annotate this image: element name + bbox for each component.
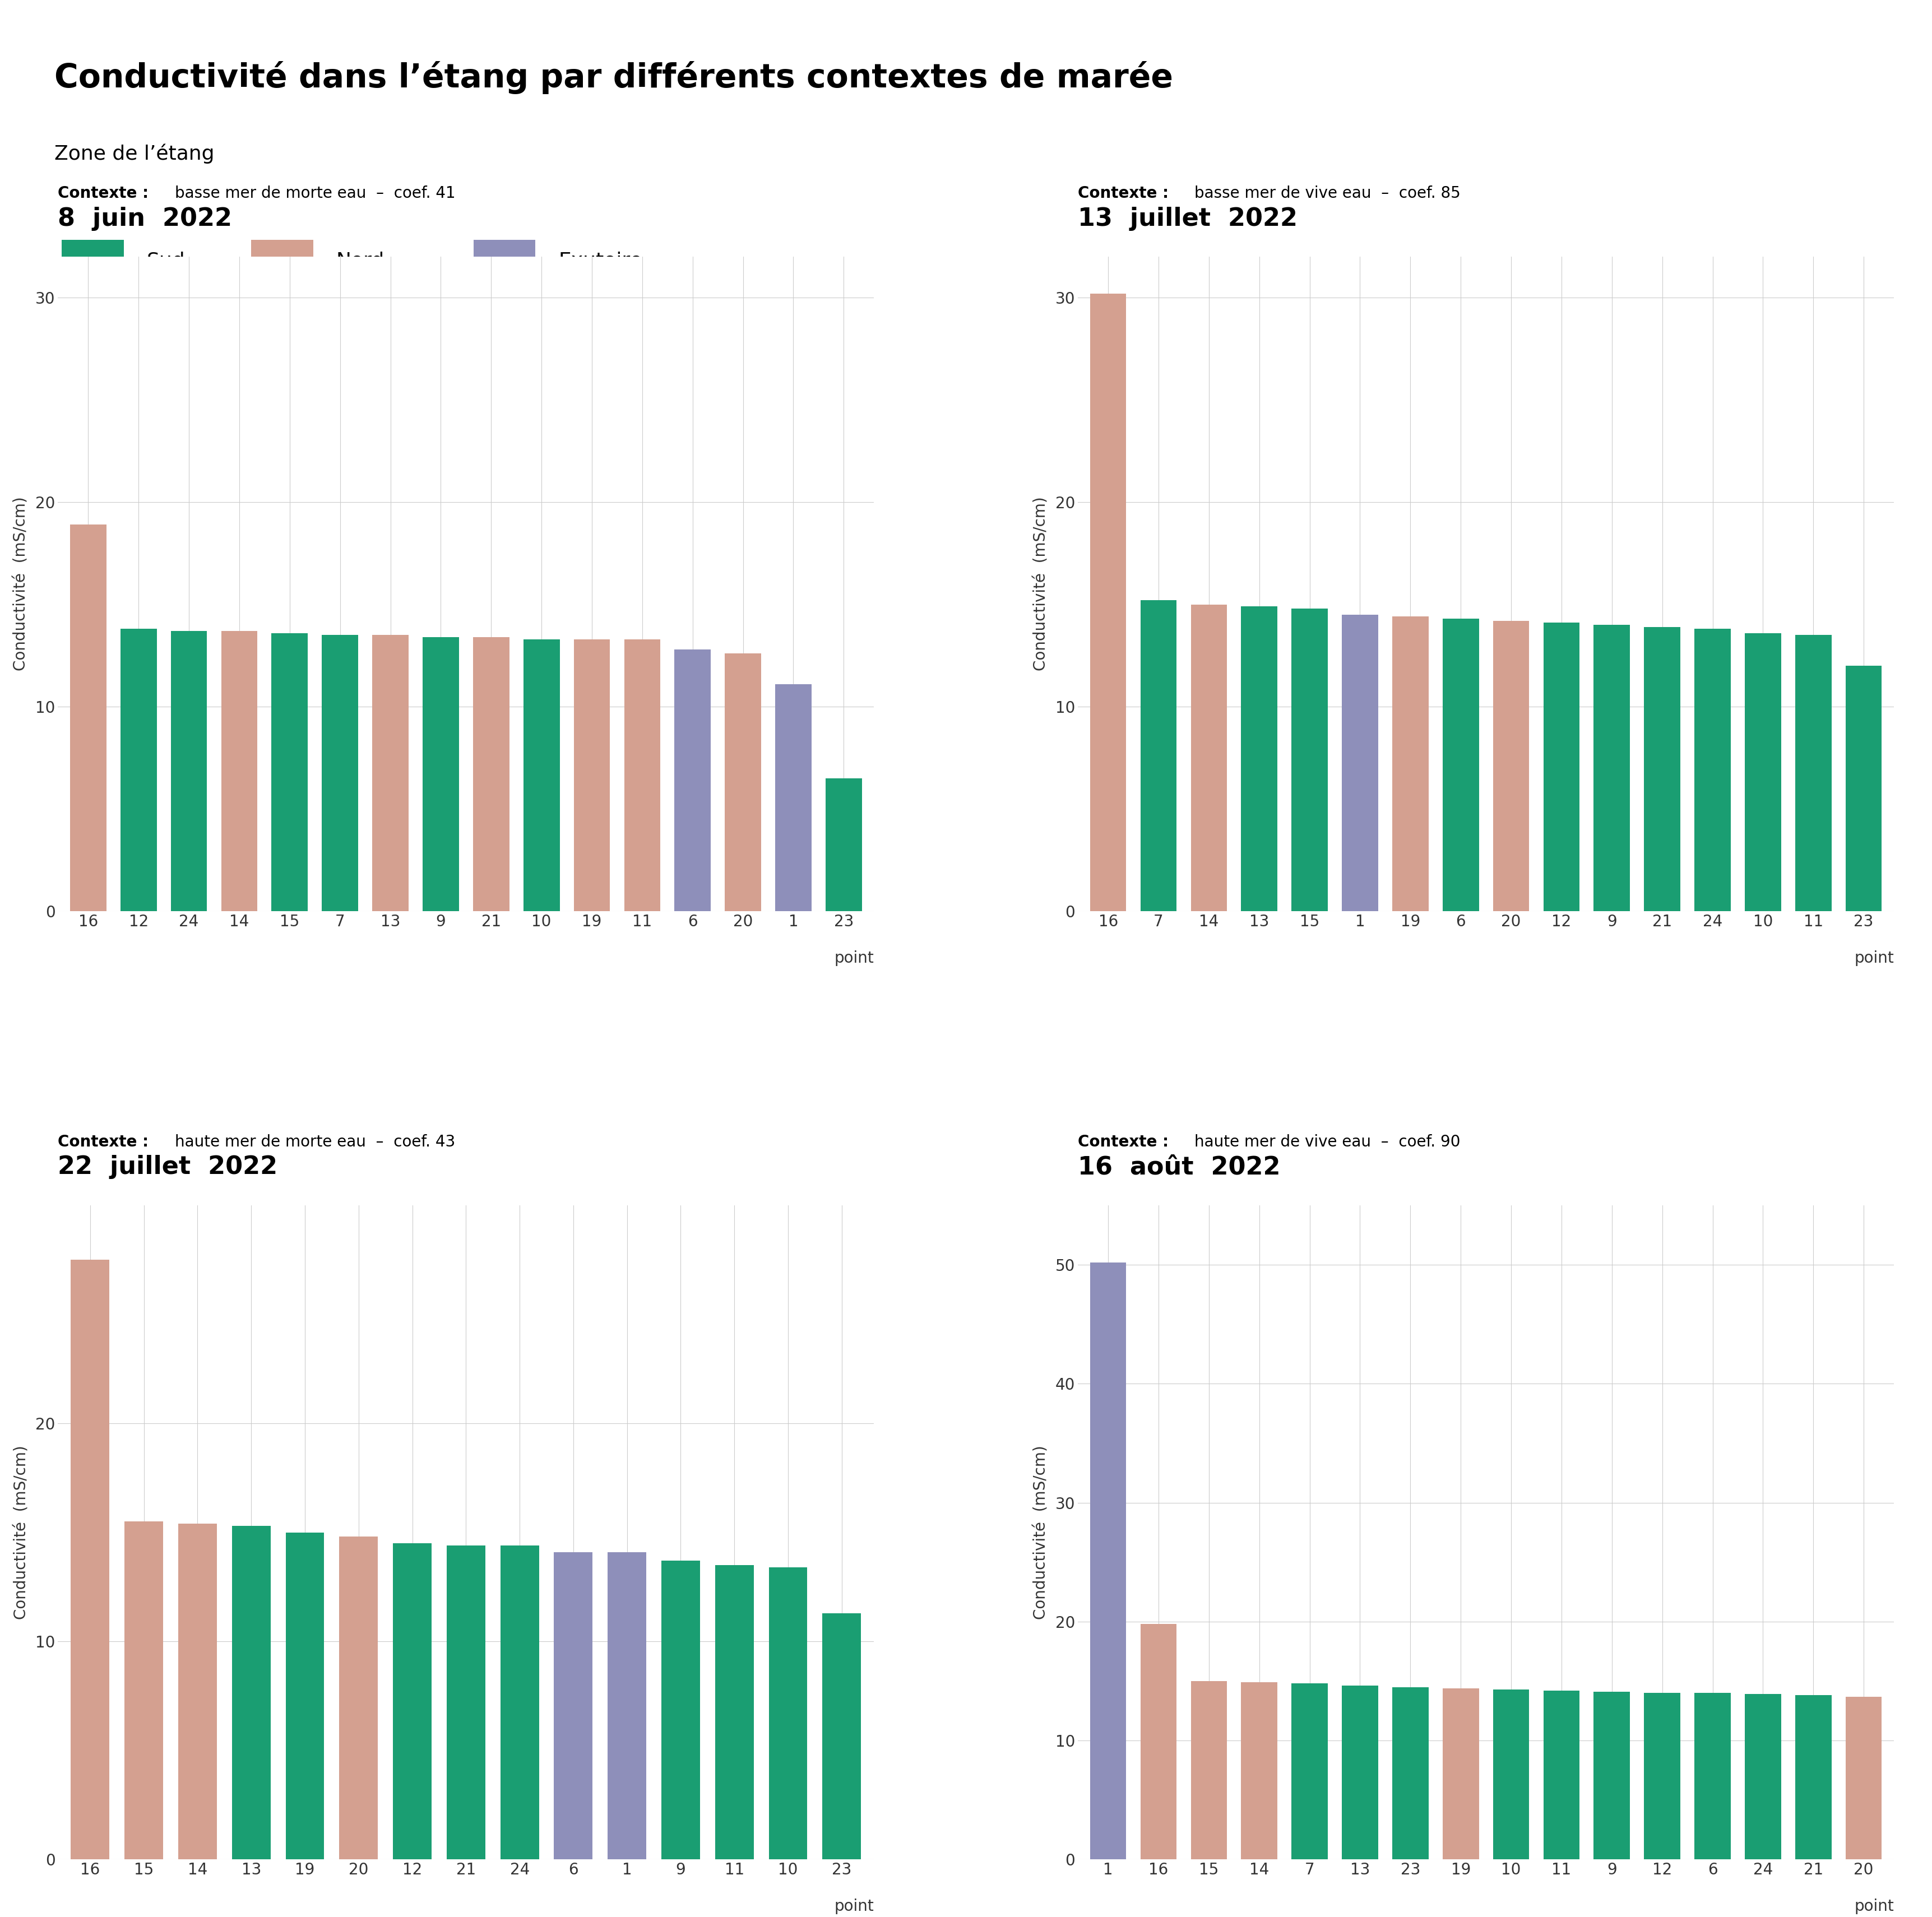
FancyBboxPatch shape [251,240,313,282]
Bar [1644,1693,1679,1859]
Bar [71,1259,110,1859]
Text: 16  août  2022: 16 août 2022 [1078,1156,1281,1179]
Bar [170,631,207,911]
Text: Zone de l’étang: Zone de l’étang [54,144,214,163]
Bar [1341,1685,1378,1859]
Bar [1544,1691,1578,1859]
Bar [1795,635,1832,911]
Bar [392,1543,431,1859]
Y-axis label: Conductivité  (mS/cm): Conductivité (mS/cm) [14,1445,29,1620]
Bar [1291,1683,1327,1859]
Text: point: point [1853,951,1893,966]
Bar [574,638,611,911]
Text: Contexte :: Contexte : [1078,1135,1175,1150]
Bar [1694,1693,1731,1859]
Bar [1090,1263,1126,1859]
Bar [178,1524,216,1859]
Bar [1544,623,1578,911]
Bar [423,636,458,911]
Bar [1240,1683,1277,1859]
Bar [1391,617,1428,911]
Bar [825,778,862,911]
Bar [500,1545,539,1859]
Text: Conductivité dans l’étang par différents contextes de marée: Conductivité dans l’étang par différents… [54,61,1173,94]
Text: Contexte :: Contexte : [58,186,155,201]
Text: point: point [835,1898,873,1915]
Text: Contexte :: Contexte : [1078,186,1175,201]
Bar [272,633,307,911]
Bar [1845,1697,1882,1859]
Text: 8  juin  2022: 8 juin 2022 [58,207,232,230]
Bar [323,635,357,911]
Text: Sud: Sud [147,251,185,270]
Bar [373,635,408,911]
Bar [286,1532,325,1859]
Bar [769,1568,808,1859]
Bar [1140,600,1177,911]
Bar [775,684,811,911]
Bar [674,650,711,911]
Bar [823,1612,862,1859]
Bar [1493,621,1528,911]
Bar [1594,1693,1629,1859]
Bar [232,1526,270,1859]
Bar [340,1537,379,1859]
Text: point: point [1853,1898,1893,1915]
Y-axis label: Conductivité  (mS/cm): Conductivité (mS/cm) [1034,497,1049,671]
Bar [607,1553,645,1859]
Bar [473,636,510,911]
Bar [1190,604,1227,911]
Bar [220,631,257,911]
Bar [1694,629,1731,911]
Bar [120,629,156,911]
Text: 13  juillet  2022: 13 juillet 2022 [1078,207,1296,230]
Bar [724,654,761,911]
Text: haute mer de morte eau  –  coef. 43: haute mer de morte eau – coef. 43 [174,1135,454,1150]
Y-axis label: Conductivité  (mS/cm): Conductivité (mS/cm) [14,497,29,671]
Bar [1291,608,1327,911]
Bar [1341,615,1378,911]
Bar [1845,665,1882,911]
Bar [624,638,661,911]
Bar [661,1560,699,1859]
Bar [1745,633,1781,911]
Text: 22  juillet  2022: 22 juillet 2022 [58,1156,278,1179]
Text: basse mer de morte eau  –  coef. 41: basse mer de morte eau – coef. 41 [174,186,456,201]
Bar [1493,1689,1528,1859]
Text: basse mer de vive eau  –  coef. 85: basse mer de vive eau – coef. 85 [1194,186,1461,201]
FancyBboxPatch shape [473,240,535,282]
Bar [446,1545,485,1859]
Text: Exutoire: Exutoire [558,251,641,270]
Bar [1795,1695,1832,1859]
Bar [1594,625,1629,911]
Bar [1391,1687,1428,1859]
Bar [524,638,560,911]
Bar [1090,293,1126,911]
Bar [1190,1681,1227,1859]
Bar [715,1564,753,1859]
Bar [1745,1695,1781,1859]
Bar [554,1553,593,1859]
Bar [1240,606,1277,911]
Text: haute mer de vive eau  –  coef. 90: haute mer de vive eau – coef. 90 [1194,1135,1461,1150]
Bar [1140,1624,1177,1859]
Y-axis label: Conductivité  (mS/cm): Conductivité (mS/cm) [1034,1445,1049,1620]
FancyBboxPatch shape [62,240,124,282]
Bar [1441,619,1478,911]
Text: point: point [835,951,873,966]
Bar [1644,627,1679,911]
Text: Contexte :: Contexte : [58,1135,155,1150]
Text: Nord: Nord [336,251,384,270]
Bar [70,525,106,911]
Bar [124,1522,162,1859]
Bar [1441,1689,1478,1859]
